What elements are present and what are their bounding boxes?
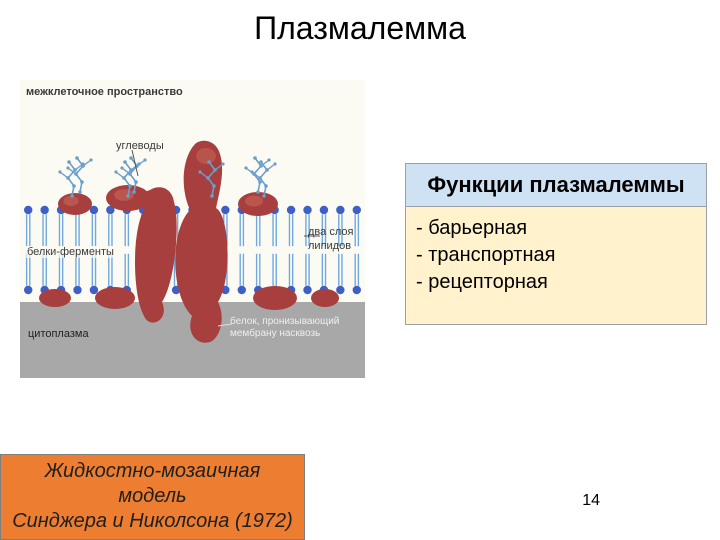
slide-title: Плазмалемма: [0, 10, 720, 47]
function-row: - транспортная: [416, 242, 696, 269]
caption-line2: модель: [5, 484, 300, 509]
label-bilayer-line2: липидов: [308, 240, 351, 252]
function-row: - барьерная: [416, 215, 696, 242]
label-carbohydrates: углеводы: [116, 140, 164, 152]
functions-header: Функции плазмалеммы: [406, 164, 706, 207]
label-cytoplasm: цитоплазма: [28, 328, 89, 340]
label-bilayer-line1: два слоя: [308, 226, 353, 238]
label-enzymes: белки-ферменты: [26, 246, 115, 258]
function-row: - рецепторная: [416, 269, 696, 296]
label-extracellular: межклеточное пространство: [26, 86, 183, 98]
functions-body: - барьерная - транспортная - рецепторная: [406, 207, 706, 324]
label-transmembrane-line1: белок, пронизывающий: [230, 316, 339, 327]
label-transmembrane-line2: мембрану насквозь: [230, 328, 320, 339]
caption-line3: Синджера и Николсона (1972): [5, 509, 300, 534]
page-number: 14: [582, 492, 600, 510]
functions-table: Функции плазмалеммы - барьерная - трансп…: [405, 163, 707, 325]
caption-line1: Жидкостно-мозаичная: [5, 459, 300, 484]
membrane-diagram: межклеточное пространство углеводы белки…: [20, 80, 365, 378]
model-caption: Жидкостно-мозаичная модель Синджера и Ни…: [0, 454, 305, 540]
